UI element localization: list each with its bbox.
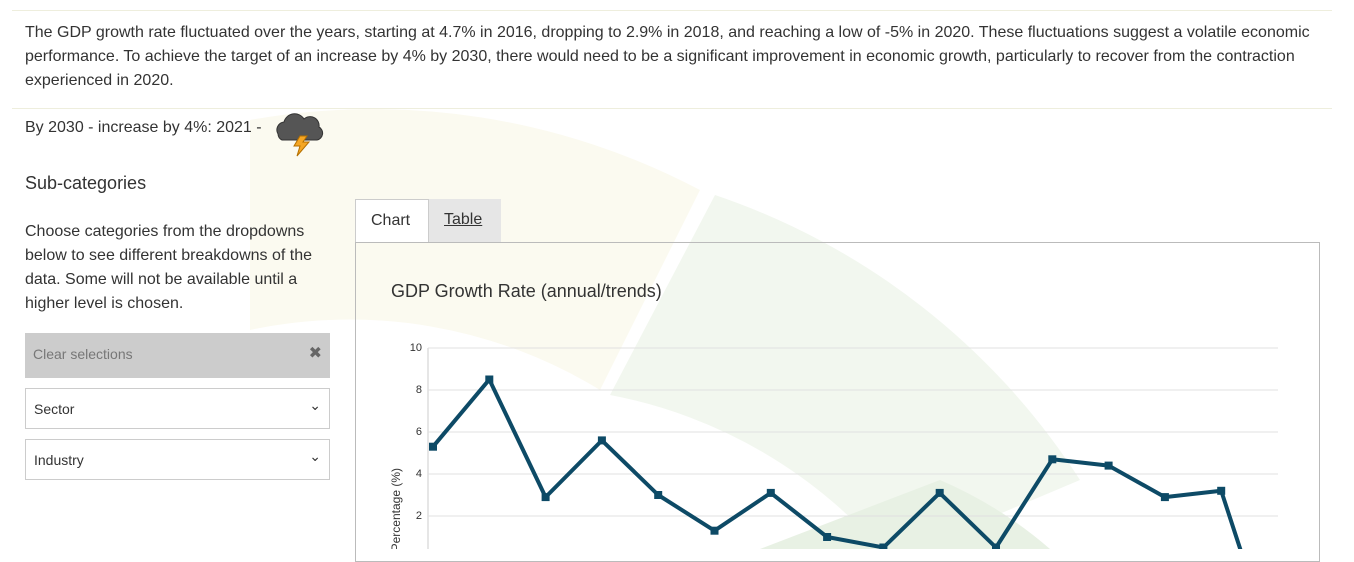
clear-label: Clear selections (33, 346, 133, 362)
divider (12, 108, 1332, 109)
tab[interactable]: Table (429, 199, 501, 242)
marker (654, 491, 663, 499)
chevron: ⌄ (309, 397, 321, 413)
divider (12, 10, 1332, 11)
y-tick-label: 2 (416, 510, 422, 522)
y-axis-label: Percentage (%) (389, 468, 403, 549)
dropdown-label: Industry (34, 452, 84, 468)
marker (992, 543, 1000, 549)
marker (879, 543, 888, 549)
clear-button[interactable]: Clear selections ✖ (25, 333, 330, 378)
marker (541, 493, 550, 502)
chart: GDP Growth Rate (annual/trends) Percenta… (389, 281, 1278, 549)
marker (766, 488, 775, 497)
target-text: By 2030 - increase by 4%: 2021 - (25, 119, 262, 136)
storm-icon (276, 113, 324, 157)
y-tick-label: 4 (416, 468, 422, 480)
y-tick-label: 8 (416, 384, 422, 396)
marker (710, 526, 719, 535)
marker (1048, 455, 1057, 464)
dropdown-label: Sector (34, 401, 75, 417)
marker (1217, 486, 1226, 495)
marker (597, 436, 606, 445)
marker (823, 533, 832, 541)
dropdown[interactable]: Sector ⌄ (25, 388, 330, 429)
clear-icon: ✖ (308, 345, 322, 362)
tab[interactable]: Chart (355, 199, 429, 242)
chevron: ⌄ (309, 448, 321, 464)
line (431, 377, 1243, 549)
page: The GDP growth rate fluctuated over the … (12, 10, 1332, 562)
dropdown[interactable]: Industry ⌄ (25, 439, 330, 480)
chart-title: GDP Growth Rate (annual/trends) (391, 281, 662, 301)
sidebar-instructions: Choose categories from the dropdowns bel… (25, 223, 312, 312)
marker (485, 375, 494, 384)
y-tick-label: 10 (410, 342, 422, 354)
marker (935, 488, 944, 497)
summary-text: The GDP growth rate fluctuated over the … (25, 24, 1310, 89)
marker (1160, 493, 1169, 502)
sidebar-heading: Sub-categories (25, 173, 147, 193)
y-tick-label: 6 (416, 426, 422, 438)
marker (429, 442, 437, 451)
marker (1104, 461, 1113, 470)
watermark-arc (250, 109, 700, 390)
watermark-arc (610, 195, 1080, 549)
